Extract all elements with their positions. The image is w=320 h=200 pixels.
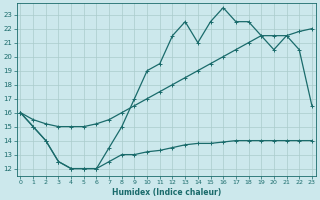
X-axis label: Humidex (Indice chaleur): Humidex (Indice chaleur) <box>112 188 221 197</box>
